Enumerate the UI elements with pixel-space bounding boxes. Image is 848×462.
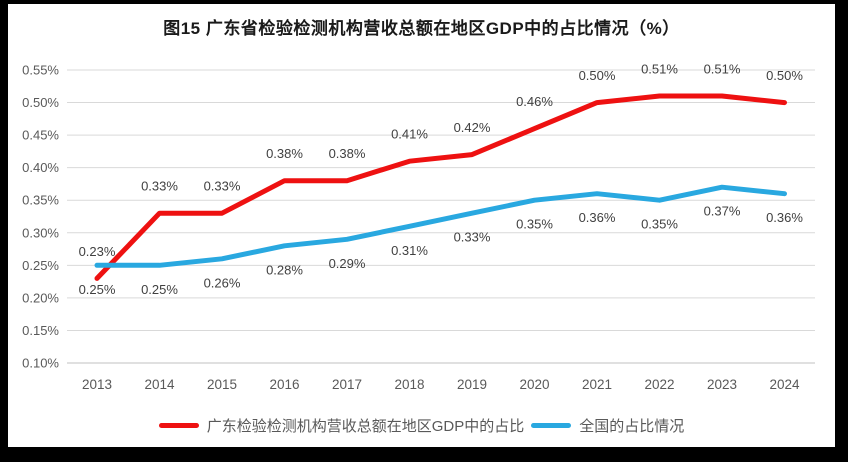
legend-item-national: 全国的占比情况 [531,415,684,436]
guangdong-series-swatch-icon [158,422,199,428]
y-axis-tick-label: 0.25% [22,258,59,273]
chart-legend: 广东检验检测机构营收总额在地区GDP中的占比 全国的占比情况 [8,410,835,440]
data-label: 0.28% [266,262,303,277]
data-label: 0.46% [516,94,553,109]
y-axis-tick-label: 0.15% [22,323,59,338]
x-axis-tick-label: 2017 [332,377,362,392]
data-label: 0.35% [516,217,553,232]
data-label: 0.36% [766,210,803,225]
y-axis-tick-label: 0.50% [22,95,59,110]
x-axis-tick-label: 2013 [82,377,112,392]
national-series-swatch-icon [531,422,572,428]
data-label: 0.33% [204,179,241,194]
y-axis-tick-label: 0.20% [22,290,59,305]
chart-title: 图15 广东省检验检测机构营收总额在地区GDP中的占比情况（%） [163,19,680,38]
data-label: 0.33% [454,230,491,245]
x-axis-tick-label: 2021 [582,377,612,392]
legend-label-guangdong: 广东检验检测机构营收总额在地区GDP中的占比 [206,417,525,435]
y-axis-tick-label: 0.30% [22,225,59,240]
data-label: 0.35% [641,217,678,232]
data-label: 0.41% [391,127,428,142]
x-axis-tick-label: 2018 [394,377,424,392]
series-line-1 [94,184,787,268]
data-label: 0.50% [579,68,616,83]
chart-canvas: 图15 广东省检验检测机构营收总额在地区GDP中的占比情况（%） 0.55% 0.… [8,4,835,447]
data-label: 0.33% [141,179,178,194]
x-axis-tick-label: 2014 [144,377,175,392]
data-label: 0.25% [79,282,116,297]
x-axis-tick-label: 2016 [269,377,299,392]
data-label: 0.51% [704,62,741,77]
data-label: 0.26% [204,275,241,290]
y-axis-tick-label: 0.10% [22,356,59,371]
x-axis-tick-label: 2023 [707,377,737,392]
legend-item-guangdong: 广东检验检测机构营收总额在地区GDP中的占比 [158,415,525,436]
data-label: 0.38% [266,146,303,161]
data-label: 0.51% [641,62,678,77]
data-label: 0.25% [141,282,178,297]
data-label: 0.38% [329,146,366,161]
y-axis-tick-label: 0.35% [22,193,59,208]
data-label: 0.50% [766,68,803,83]
data-label: 0.37% [704,204,741,219]
series-line-0 [94,93,787,281]
data-label: 0.42% [454,120,491,135]
y-axis-tick-label: 0.40% [22,160,59,175]
x-axis-tick-label: 2020 [519,377,549,392]
data-label: 0.31% [391,243,428,258]
data-label: 0.36% [579,210,616,225]
data-label: 0.29% [329,256,366,271]
legend-label-national: 全国的占比情况 [579,417,685,435]
x-axis-tick-label: 2022 [644,377,674,392]
x-axis-tick-label: 2019 [457,377,487,392]
x-axis-tick-label: 2024 [769,377,800,392]
y-axis-tick-label: 0.55% [22,63,59,78]
x-axis-tick-label: 2015 [207,377,237,392]
y-axis-tick-label: 0.45% [22,128,59,143]
line-chart: 0.55% 0.50% 0.45% 0.40% 0.35% 0.30% 0.25% 0.20%… [22,62,815,392]
data-label: 0.23% [79,244,116,259]
